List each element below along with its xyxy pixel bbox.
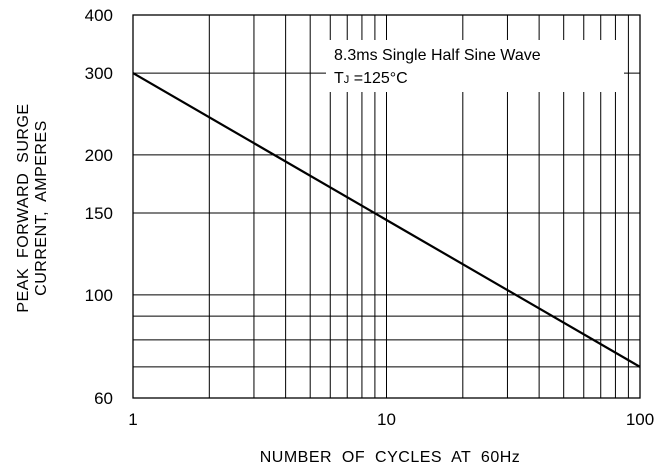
y-axis-label-line-1: PEAK FORWARD SURGE: [15, 103, 32, 312]
y-tick-label: 60: [94, 389, 113, 408]
y-tick-label: 400: [85, 6, 113, 25]
y-tick-label: 150: [85, 204, 113, 223]
y-tick-label: 100: [85, 286, 113, 305]
x-tick-label: 10: [377, 410, 396, 429]
y-tick-labels: 60 100 150 200 300 400: [85, 6, 113, 408]
annotation-background: [326, 40, 624, 92]
annotation-line-1: 8.3ms Single Half Sine Wave: [334, 47, 541, 64]
annotation-line-2: TJ =125°C: [334, 70, 408, 87]
surge-current-line: [132, 72, 641, 368]
x-tick-label: 1: [128, 410, 137, 429]
x-axis-label: NUMBER OF CYCLES AT 60Hz: [260, 449, 521, 466]
x-tick-label: 100: [626, 410, 654, 429]
y-tick-label: 200: [85, 146, 113, 165]
series-layer: [132, 72, 641, 368]
x-tick-labels: 1 10 100: [128, 410, 654, 429]
y-tick-label: 300: [85, 64, 113, 83]
plot-frame: [132, 14, 641, 399]
y-axis-label-line-2: CURRENT, AMPERES: [33, 120, 50, 296]
